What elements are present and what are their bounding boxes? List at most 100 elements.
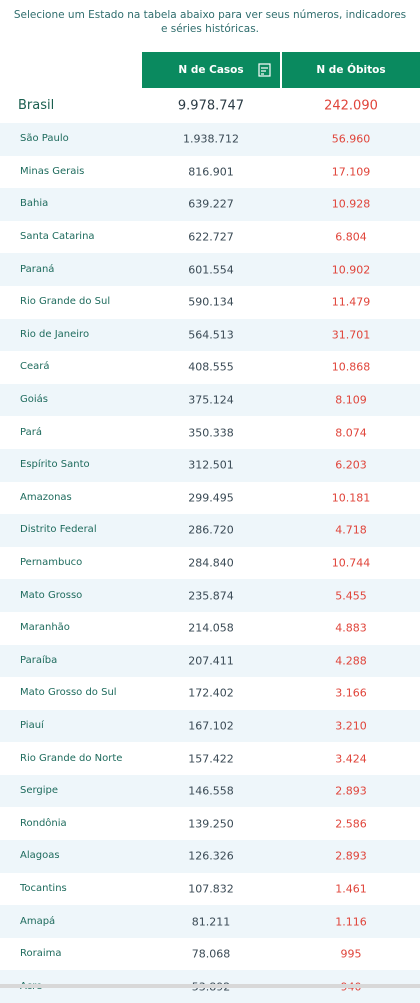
row-casos: 214.058 <box>188 621 234 635</box>
table-row[interactable]: Bahia 639.227 10.928 <box>0 188 420 221</box>
row-obitos: 1.461 <box>335 882 367 896</box>
row-name: Maranhão <box>20 622 70 634</box>
table-row[interactable]: Tocantins 107.832 1.461 <box>0 873 420 906</box>
table-row[interactable]: Rio Grande do Norte 157.422 3.424 <box>0 742 420 775</box>
row-casos: 167.102 <box>188 719 234 733</box>
table-row[interactable]: Ceará 408.555 10.868 <box>0 351 420 384</box>
row-name: Ceará <box>20 361 50 373</box>
row-casos: 622.727 <box>188 230 234 244</box>
row-name: Roraima <box>20 948 62 960</box>
table-row[interactable]: Distrito Federal 286.720 4.718 <box>0 514 420 547</box>
table-row[interactable]: Piauí 167.102 3.210 <box>0 709 420 743</box>
row-obitos: 2.893 <box>335 784 367 798</box>
table-row-brasil[interactable]: Brasil 9.978.747 242.090 <box>0 89 420 123</box>
row-name: Goiás <box>20 394 48 406</box>
row-name: Mato Grosso do Sul <box>20 687 117 699</box>
row-casos: 1.938.712 <box>183 132 239 146</box>
row-obitos: 3.210 <box>335 719 367 733</box>
row-obitos: 995 <box>340 947 362 961</box>
table-row[interactable]: Amapá 81.211 1.116 <box>0 905 420 938</box>
table-row[interactable]: Rondônia 139.250 2.586 <box>0 807 420 840</box>
row-obitos: 31.701 <box>331 328 371 342</box>
row-obitos: 8.074 <box>335 426 367 440</box>
row-obitos: 4.718 <box>335 523 367 537</box>
header-casos-label: N de Casos <box>178 64 244 76</box>
row-casos: 157.422 <box>188 752 234 766</box>
row-casos: 286.720 <box>188 523 234 537</box>
header-obitos[interactable]: N de Óbitos <box>282 52 420 88</box>
table-row[interactable]: Mato Grosso do Sul 172.402 3.166 <box>0 677 420 710</box>
table-row[interactable]: Alagoas 126.326 2.893 <box>0 840 420 873</box>
row-name: Alagoas <box>20 850 60 862</box>
row-casos: 299.495 <box>188 491 234 505</box>
row-name: Rondônia <box>20 817 67 829</box>
table-row[interactable]: Pernambuco 284.840 10.744 <box>0 547 420 580</box>
row-casos: 312.501 <box>188 458 234 472</box>
row-name: Santa Catarina <box>20 231 95 243</box>
row-obitos: 56.960 <box>331 132 371 146</box>
table-row[interactable]: Paraná 601.554 10.902 <box>0 253 420 286</box>
row-casos: 375.124 <box>188 393 234 407</box>
row-casos: 207.411 <box>188 654 234 668</box>
row-casos: 601.554 <box>188 263 234 277</box>
row-name: Amazonas <box>20 491 72 503</box>
table-row[interactable]: Roraima 78.068 995 <box>0 938 420 971</box>
row-name: Tocantins <box>20 882 67 894</box>
table-row[interactable]: Rio Grande do Sul 590.134 11.479 <box>0 286 420 319</box>
header-casos[interactable]: N de Casos <box>142 52 280 88</box>
row-obitos: 6.804 <box>335 230 367 244</box>
row-casos: 235.874 <box>188 589 234 603</box>
row-name: Piauí <box>20 719 44 731</box>
table-row[interactable]: São Paulo 1.938.712 56.960 <box>0 123 420 156</box>
table-row[interactable]: Goiás 375.124 8.109 <box>0 383 420 417</box>
row-casos: 590.134 <box>188 295 234 309</box>
row-name: Sergipe <box>20 785 59 797</box>
row-casos: 639.227 <box>188 197 234 211</box>
states-table: Brasil 9.978.747 242.090 São Paulo 1.938.… <box>0 89 420 1003</box>
row-name: Rio Grande do Sul <box>20 296 111 308</box>
row-name: Pernambuco <box>20 557 83 569</box>
row-obitos: 4.883 <box>335 621 367 635</box>
intro-text: Selecione um Estado na tabela abaixo par… <box>13 9 407 35</box>
row-casos: 139.250 <box>188 817 234 831</box>
row-obitos: 2.893 <box>335 849 367 863</box>
row-obitos: 10.744 <box>331 556 371 570</box>
table-row[interactable]: Sergipe 146.558 2.893 <box>0 774 420 808</box>
row-casos: 81.211 <box>191 915 231 929</box>
row-name: São Paulo <box>20 133 69 145</box>
row-obitos: 3.424 <box>335 752 367 766</box>
table-row[interactable]: Espírito Santo 312.501 6.203 <box>0 448 420 482</box>
row-casos: 408.555 <box>188 360 234 374</box>
row-casos: 9.978.747 <box>177 98 245 114</box>
table-row[interactable]: Pará 350.338 8.074 <box>0 416 420 449</box>
table-row[interactable]: Paraíba 207.411 4.288 <box>0 644 420 678</box>
table-row[interactable]: Mato Grosso 235.874 5.455 <box>0 579 420 612</box>
row-casos: 816.901 <box>188 165 234 179</box>
row-name: Pará <box>20 426 42 438</box>
table-row[interactable]: Amazonas 299.495 10.181 <box>0 482 420 515</box>
row-obitos: 10.902 <box>331 263 371 277</box>
bottom-scrollbar <box>0 984 420 988</box>
row-casos: 126.326 <box>188 849 234 863</box>
row-obitos: 17.109 <box>331 165 371 179</box>
table-row[interactable]: Rio de Janeiro 564.513 31.701 <box>0 318 420 352</box>
header-obitos-label: N de Óbitos <box>316 64 386 76</box>
row-name: Rio de Janeiro <box>20 328 90 340</box>
row-obitos: 3.166 <box>335 686 367 700</box>
table-row[interactable]: Minas Gerais 816.901 17.109 <box>0 156 420 189</box>
row-obitos: 242.090 <box>324 98 378 114</box>
row-casos: 107.832 <box>188 882 234 896</box>
row-obitos: 10.928 <box>331 197 371 211</box>
table-row[interactable]: Santa Catarina 622.727 6.804 <box>0 221 420 254</box>
row-casos: 78.068 <box>191 947 231 961</box>
table-row[interactable]: Maranhão 214.058 4.883 <box>0 612 420 645</box>
row-casos: 564.513 <box>188 328 234 342</box>
row-obitos: 2.586 <box>335 817 367 831</box>
table-header: N de Casos N de Óbitos <box>0 52 420 88</box>
row-obitos: 8.109 <box>335 393 367 407</box>
filter-icon[interactable] <box>258 63 272 77</box>
row-obitos: 4.288 <box>335 654 367 668</box>
row-casos: 146.558 <box>188 784 234 798</box>
row-name: Amapá <box>20 915 56 927</box>
row-name: Rio Grande do Norte <box>20 752 123 764</box>
